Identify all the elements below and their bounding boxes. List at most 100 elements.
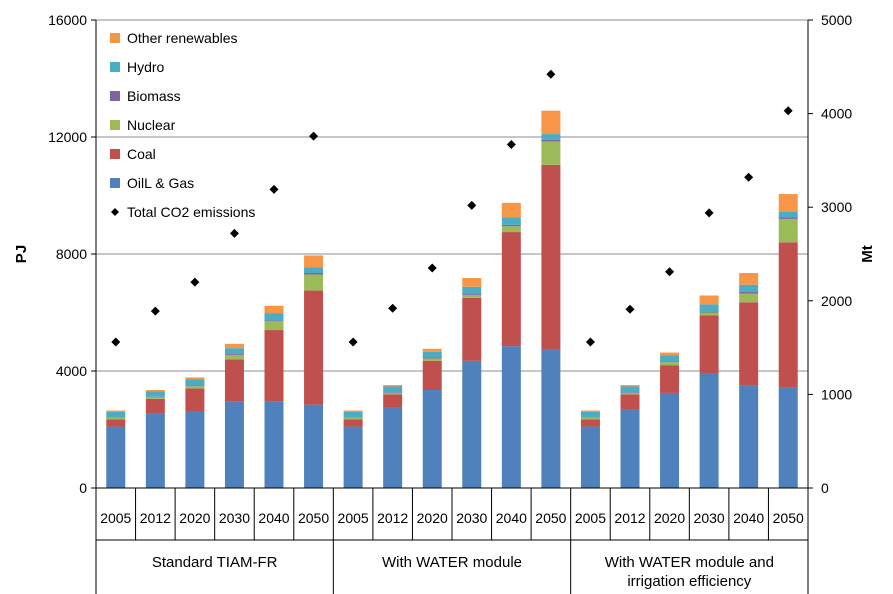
bar-segment: [304, 290, 324, 405]
bar-segment: [620, 394, 640, 410]
y-left-tick-label: 0: [79, 480, 87, 496]
category-label: 2030: [456, 510, 487, 526]
bar-segment: [383, 392, 403, 395]
bar-segment: [462, 286, 482, 295]
bar-segment: [343, 419, 363, 427]
y-right-tick-label: 2000: [821, 293, 852, 309]
bar-segment: [699, 311, 719, 313]
bar-segment: [541, 134, 561, 140]
bar-segment: [264, 321, 284, 331]
bar-segment: [343, 417, 363, 418]
group-label: With WATER module and: [605, 554, 774, 571]
emission-point: [585, 337, 595, 347]
bar-segment: [185, 411, 205, 488]
bar-segment: [383, 407, 403, 488]
legend-swatch: [110, 120, 120, 130]
emission-point: [625, 304, 635, 314]
bar-segment: [580, 417, 600, 420]
bar-segment: [462, 277, 482, 287]
legend-label: Nuclear: [127, 117, 176, 133]
bar-segment: [422, 351, 442, 358]
y-right-tick-label: 5000: [821, 12, 852, 28]
bar-segment: [580, 411, 600, 418]
bar-segment: [145, 396, 165, 398]
bar-segment: [264, 330, 284, 402]
legend-label: Coal: [127, 146, 156, 162]
bar-segment: [224, 343, 244, 349]
legend-label: Total CO2 emissions: [127, 204, 255, 220]
category-label: 2005: [575, 510, 606, 526]
category-label: 2050: [535, 510, 566, 526]
bar-segment: [145, 390, 165, 392]
emission-points: [111, 69, 793, 347]
bar-segment: [739, 292, 759, 294]
category-label: 2020: [654, 510, 685, 526]
bar-segment: [145, 397, 165, 399]
group-label-line2: irrigation efficiency: [627, 573, 751, 590]
emission-point: [546, 69, 556, 79]
emission-point: [309, 131, 319, 141]
bar-segment: [501, 217, 521, 225]
bar-segment: [778, 211, 798, 218]
y-left-tick-label: 12000: [48, 129, 87, 145]
bar-segment: [501, 346, 521, 488]
bar-segment: [422, 357, 442, 359]
y-right-tick-label: 0: [821, 480, 829, 496]
group-labels: Standard TIAM-FR With WATER module With WA…: [152, 554, 774, 590]
y-left-tick-label: 4000: [56, 363, 87, 379]
emission-point: [150, 306, 160, 316]
bar-segment: [739, 293, 759, 303]
group-label: With WATER module: [382, 554, 522, 571]
bar-segment: [224, 401, 244, 488]
category-labels: 2005 2012 2020 2030 2040 2050 2005 2012 2020 2030…: [95, 488, 809, 594]
y-right-tick-label: 1000: [821, 386, 852, 402]
emission-point: [665, 267, 675, 277]
y-left-tick-label: 8000: [56, 246, 87, 262]
y-right-tick-label: 3000: [821, 199, 852, 215]
legend-label: Other renewables: [127, 30, 238, 46]
bar-segment: [264, 313, 284, 321]
legend-swatch: [110, 33, 120, 43]
legend-swatch: [110, 62, 120, 72]
bar-segment: [580, 417, 600, 418]
bar-segment: [343, 411, 363, 418]
bar-segment: [383, 385, 403, 387]
emission-point: [348, 337, 358, 347]
bar-segment: [304, 273, 324, 275]
bar-segment: [620, 385, 640, 387]
bar-segment: [620, 409, 640, 488]
category-label: 2012: [377, 510, 408, 526]
emission-point: [744, 172, 754, 182]
category-label: 2040: [496, 510, 527, 526]
emission-point: [467, 200, 477, 210]
y-axis-left-label: PJ: [13, 245, 30, 263]
category-label: 2020: [417, 510, 448, 526]
bar-segment: [541, 110, 561, 135]
bar-segment: [264, 320, 284, 322]
bar-segment: [739, 385, 759, 488]
bar-segment: [541, 164, 561, 350]
bar-segment: [185, 385, 205, 387]
bar-segment: [185, 386, 205, 389]
bar-segment: [541, 349, 561, 488]
category-label: 2050: [773, 510, 804, 526]
emission-point: [783, 106, 793, 116]
bar-segment: [422, 390, 442, 488]
bar-segment: [778, 217, 798, 219]
bar-segment: [422, 360, 442, 391]
category-label: 2012: [614, 510, 645, 526]
bar-segment: [304, 404, 324, 488]
bar-segment: [660, 392, 680, 488]
category-label: 2005: [338, 510, 369, 526]
emission-point: [388, 303, 398, 313]
category-label: 2030: [694, 510, 725, 526]
bar-segment: [580, 410, 600, 412]
bar-segment: [699, 315, 719, 374]
bar-segment: [462, 297, 482, 361]
bar-segment: [501, 224, 521, 227]
emission-point: [190, 277, 200, 287]
bar-segment: [620, 392, 640, 393]
category-label: 2040: [733, 510, 764, 526]
legend-label: Hydro: [127, 59, 165, 75]
